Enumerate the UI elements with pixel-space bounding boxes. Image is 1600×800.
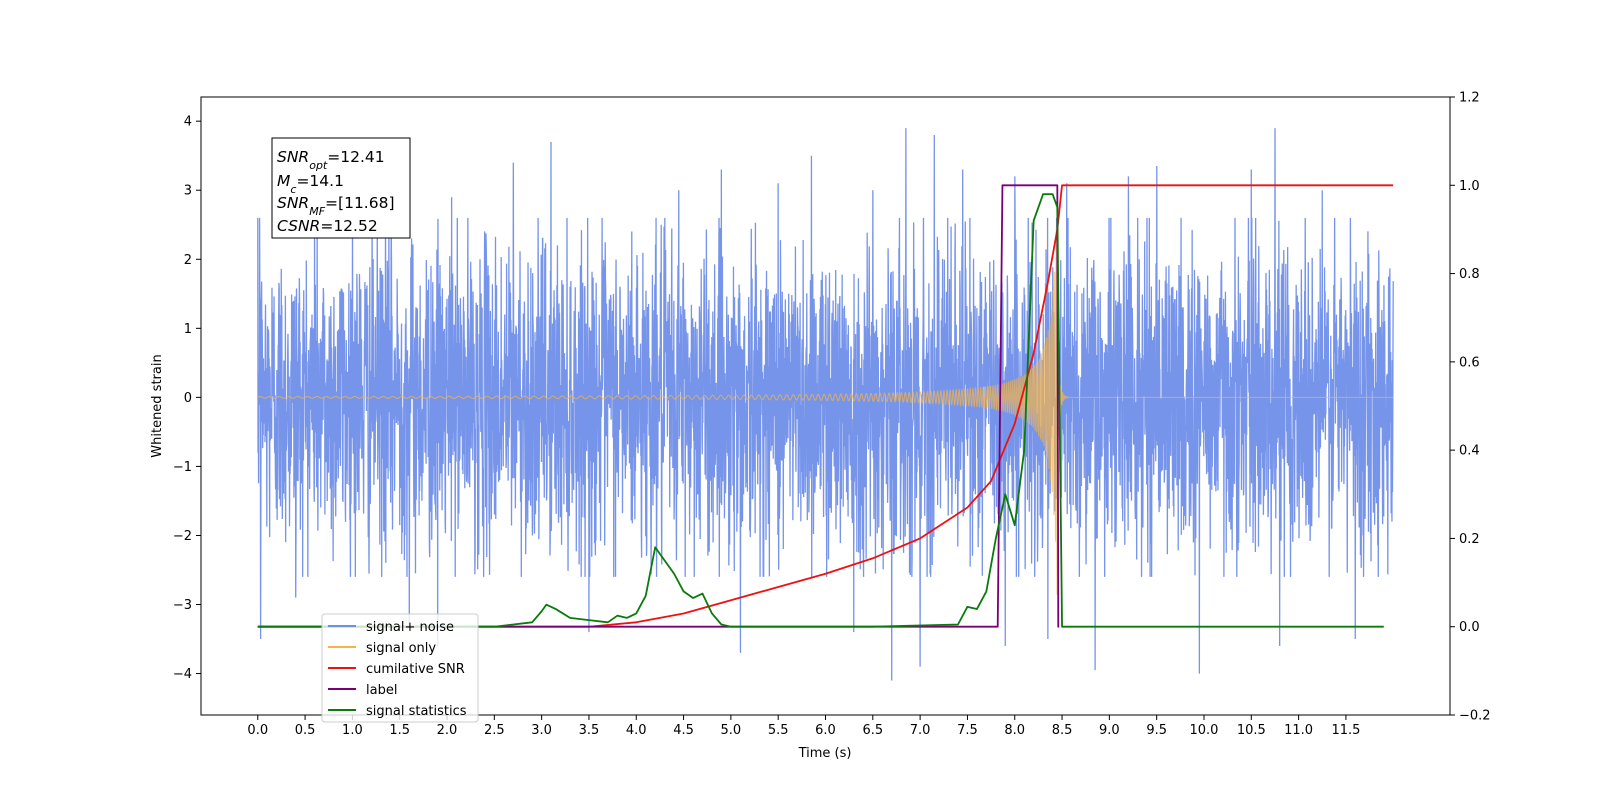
series-cumilative-snr	[257, 184, 1394, 628]
y2-tick-label-6: 0.0	[1459, 620, 1480, 635]
x-tick-label-12: 6.0	[815, 723, 836, 738]
series-signal-statistics	[257, 193, 1384, 628]
y-tick-label-5: −1	[173, 460, 192, 475]
legend-entry-cumulative-snr: cumilative SNR	[366, 662, 465, 677]
x-tick-label-21: 10.5	[1237, 723, 1266, 738]
x-tick-label-13: 6.5	[862, 723, 883, 738]
x-tick-label-10: 5.0	[721, 723, 742, 738]
x-tick-label-6: 3.0	[531, 723, 552, 738]
y-tick-label-4: 0	[184, 391, 192, 406]
annotation-mc: Mc=14.1	[277, 172, 344, 196]
y2-tick-label-3: 0.6	[1459, 355, 1480, 370]
annotation-snr-opt: SNRopt=12.41	[277, 148, 385, 172]
y2-tick-label-1: 1.0	[1459, 179, 1480, 194]
x-tick-label-5: 2.5	[484, 723, 505, 738]
y2-tick-label-7: −0.2	[1459, 709, 1491, 724]
annotation-box: SNRopt=12.41 Mc=14.1 SNRMF=[11.68] CSNR=…	[271, 137, 411, 239]
x-tick-label-19: 9.5	[1146, 723, 1167, 738]
legend: signal+ noise signal only cumilative SNR…	[321, 613, 479, 723]
y-tick-label-3: 1	[184, 322, 192, 337]
x-tick-label-23: 11.5	[1331, 723, 1360, 738]
x-tick-label-20: 10.0	[1190, 723, 1219, 738]
y-tick-label-0: 4	[184, 115, 192, 130]
x-axis-label: Time (s)	[798, 746, 852, 761]
x-tick-label-8: 4.0	[626, 723, 647, 738]
annotation-csnr: CSNR=12.52	[277, 217, 378, 235]
series-signal-only	[257, 228, 1394, 595]
y2-tick-label-0: 1.2	[1459, 91, 1480, 106]
legend-entry-signal-noise: signal+ noise	[366, 620, 454, 635]
x-tick-label-17: 8.5	[1052, 723, 1073, 738]
legend-box	[321, 613, 479, 723]
x-tick-label-18: 9.0	[1099, 723, 1120, 738]
x-tick-label-11: 5.5	[768, 723, 789, 738]
x-tick-label-15: 7.5	[957, 723, 978, 738]
x-tick-label-2: 1.0	[342, 723, 363, 738]
y-axis-label: Whitened strain	[150, 354, 165, 457]
y-tick-label-1: 3	[184, 184, 192, 199]
y2-tick-label-4: 0.4	[1459, 444, 1480, 459]
x-tick-label-22: 11.0	[1284, 723, 1313, 738]
x-tick-label-14: 7.0	[910, 723, 931, 738]
x-tick-label-7: 3.5	[579, 723, 600, 738]
y2-tick-label-2: 0.8	[1459, 267, 1480, 282]
y-tick-label-7: −3	[173, 598, 192, 613]
legend-entry-signal-only: signal only	[366, 641, 436, 656]
x-tick-label-16: 8.0	[1004, 723, 1025, 738]
y-tick-label-8: −4	[173, 667, 192, 682]
annotation-snr-mf: SNRMF=[11.68]	[277, 194, 395, 218]
series-signal-noise	[257, 128, 1394, 681]
x-tick-label-4: 2.0	[437, 723, 458, 738]
y2-tick-label-5: 0.2	[1459, 532, 1480, 547]
y-tick-label-6: −2	[173, 529, 192, 544]
legend-entry-label: label	[366, 683, 397, 698]
x-tick-label-3: 1.5	[389, 723, 410, 738]
x-tick-label-1: 0.5	[295, 723, 316, 738]
x-tick-label-0: 0.0	[247, 723, 268, 738]
x-tick-label-9: 4.5	[673, 723, 694, 738]
legend-entry-signal-statistics: signal statistics	[366, 704, 467, 719]
y-tick-label-2: 2	[184, 253, 192, 268]
